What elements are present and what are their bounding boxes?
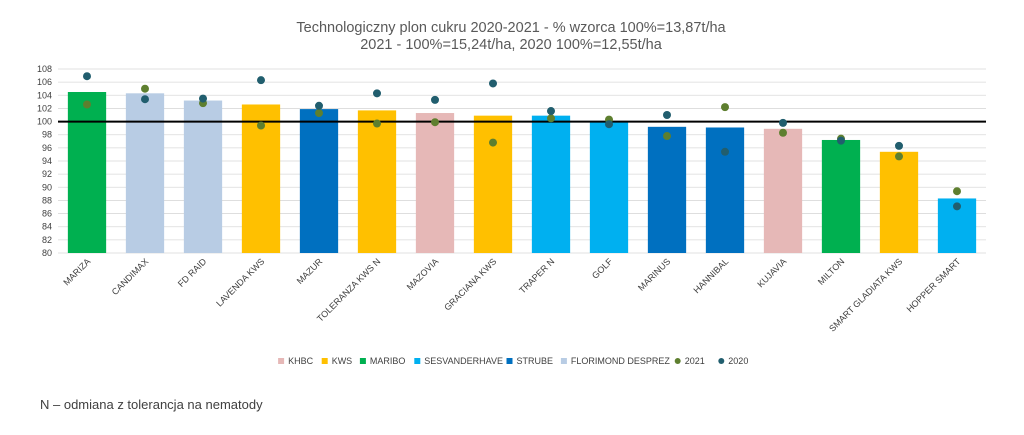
x-category-label: TRAPER N [517,256,556,295]
bar [183,100,223,254]
chart-title-line: 2021 - 100%=15,24t/ha, 2020 100%=12,55t/… [360,37,662,53]
data-point-2020 [953,202,961,211]
data-point-2021 [953,187,961,196]
y-tick-label: 86 [42,209,52,219]
data-point-2020 [83,72,91,81]
y-tick-label: 80 [42,248,52,258]
bar [821,139,861,253]
y-tick-label: 94 [42,156,52,166]
y-tick-label: 108 [37,64,52,74]
x-category-label: MARINUS [636,256,672,292]
y-tick-label: 82 [42,235,52,245]
data-point-2020 [257,76,265,85]
bar [647,126,687,253]
data-point-2020 [721,147,729,156]
x-category-label: KUJAVIA [755,256,788,289]
bar [473,115,513,254]
legend-label: 2020 [728,356,748,366]
y-tick-label: 88 [42,195,52,205]
bar [357,110,397,254]
data-point-2021 [489,138,497,147]
data-point-2021 [779,128,787,137]
legend-label: 2021 [685,356,705,366]
bar [299,109,339,253]
data-point-2020 [141,95,149,104]
data-point-2021 [721,103,729,112]
chart-title-line: Technologiczny plon cukru 2020-2021 - % … [296,20,726,36]
legend-marker [674,358,681,364]
data-point-2020 [837,136,845,145]
y-tick-label: 98 [42,130,52,140]
data-point-2021 [83,100,91,109]
legend-label: FLORIMOND DESPREZ [571,356,671,366]
x-category-label: LAVENDA KWS [214,256,266,308]
bar [589,120,629,254]
bar [67,92,107,253]
data-point-2020 [315,101,323,110]
y-tick-label: 84 [42,222,52,232]
x-category-label: CANDIMAX [110,256,151,297]
legend-swatch [506,358,513,364]
legend-label: MARIBO [370,356,406,366]
legend-label: STRUBE [517,356,554,366]
x-category-label: FD RAID [176,256,209,289]
legend-label: KWS [332,356,353,366]
y-tick-label: 92 [42,169,52,179]
legend-swatch [321,358,328,364]
y-tick-label: 100 [37,117,52,127]
data-point-2020 [605,120,613,129]
data-point-2020 [547,107,555,116]
data-point-2021 [547,114,555,123]
x-category-label: HANNIBAL [692,256,731,295]
data-point-2020 [431,95,439,104]
data-point-2020 [373,89,381,98]
legend-label: SESVANDERHAVE [424,356,503,366]
legend-swatch [414,358,421,364]
x-category-label: TOLERANZA KWS N [315,256,382,323]
bar [125,93,165,253]
data-point-2020 [895,141,903,150]
x-category-label: MAZOVIA [405,256,441,292]
legend-label: KHBC [288,356,314,366]
footnote: N – odmiana z tolerancja na nematody [40,397,263,412]
data-point-2020 [779,118,787,127]
y-tick-label: 102 [37,103,52,113]
chart-svg: Technologiczny plon cukru 2020-2021 - % … [37,20,986,366]
x-category-label: MAZUR [295,256,325,286]
data-point-2021 [315,109,323,118]
x-category-label: MILTON [816,256,847,287]
legend-marker [718,358,725,364]
data-point-2020 [199,94,207,103]
bar [705,127,745,253]
data-point-2021 [895,152,903,161]
data-point-2021 [373,119,381,128]
data-point-2020 [489,79,497,88]
y-tick-label: 90 [42,182,52,192]
x-category-label: GOLF [590,256,615,281]
data-point-2021 [431,118,439,127]
bar [531,115,571,254]
data-point-2021 [141,84,149,93]
bar [879,151,919,253]
x-category-label: GRACIANA KWS [442,256,498,312]
y-tick-label: 106 [37,77,52,87]
x-category-label: MARIZA [61,256,92,287]
legend-swatch [359,358,366,364]
y-tick-label: 104 [37,90,52,100]
data-point-2021 [257,121,265,130]
legend-swatch [278,358,285,364]
legend-swatch [560,358,567,364]
data-point-2020 [663,111,671,119]
bar [763,128,803,253]
y-tick-label: 96 [42,143,52,153]
data-point-2021 [663,132,671,141]
x-category-label: HOPPER SMART [905,256,963,314]
bar [415,113,455,254]
